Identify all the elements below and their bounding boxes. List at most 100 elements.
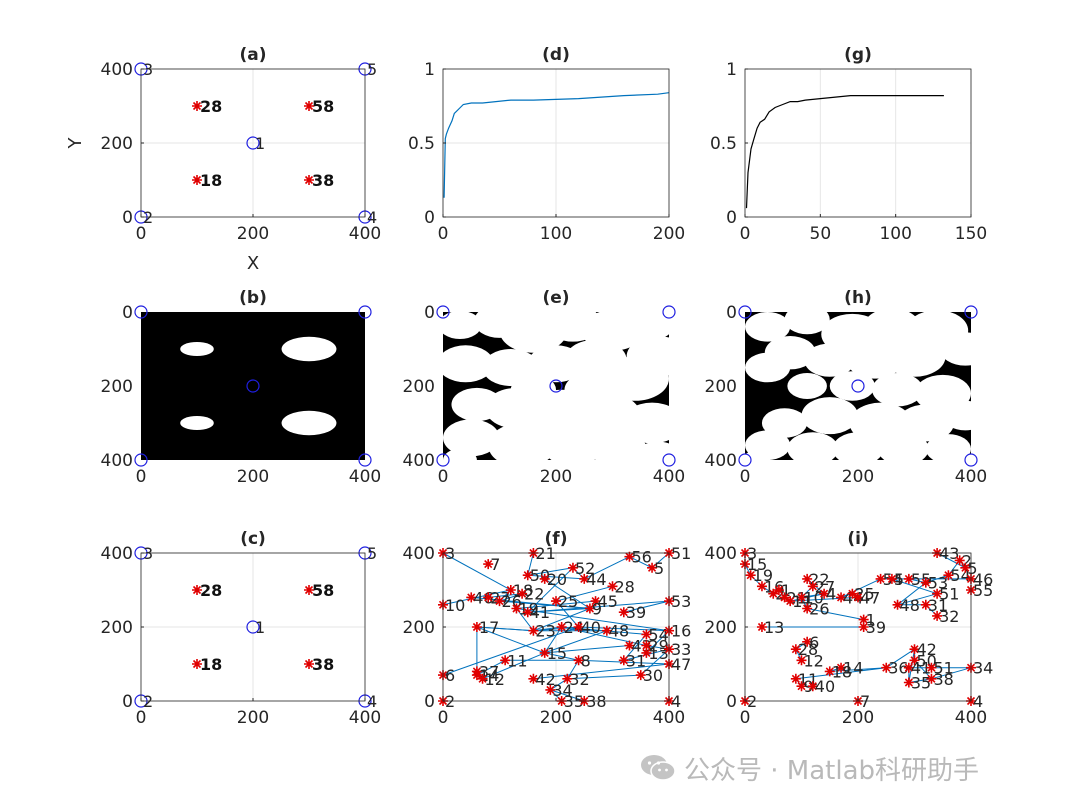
node-label: 13 <box>764 618 784 637</box>
tick-label-x: 0 <box>438 708 449 728</box>
tick-label-x: 0 <box>740 224 751 244</box>
white-region <box>745 312 791 342</box>
node-circle <box>738 305 752 319</box>
node-star <box>522 607 533 618</box>
node-label: 14 <box>843 659 863 678</box>
node-circle <box>662 305 676 319</box>
node-star <box>618 655 629 666</box>
white-region <box>564 373 616 407</box>
white-region <box>846 341 904 379</box>
node-label: 12 <box>485 670 505 689</box>
node-label: 10 <box>804 588 824 607</box>
node-label: 48 <box>900 596 920 615</box>
tick-label-x: 200 <box>237 708 269 728</box>
white-region <box>761 408 808 438</box>
node-star <box>500 655 511 666</box>
node-label: 5 <box>367 60 377 79</box>
node-star <box>624 640 635 651</box>
node-star <box>920 599 931 610</box>
tick-label-y: 200 <box>101 134 133 154</box>
node-circle <box>436 305 450 319</box>
node-label: 28 <box>798 640 818 659</box>
tick-label-x: 0 <box>136 467 147 487</box>
white-region <box>801 397 858 435</box>
node-label: 36 <box>888 659 908 678</box>
tick-label-x: 200 <box>237 467 269 487</box>
node-star <box>471 670 482 681</box>
node-label: 1 <box>255 618 265 637</box>
node-circle <box>851 379 865 393</box>
node-label: 18 <box>832 662 852 681</box>
node-circle <box>964 305 978 319</box>
node-label: 53 <box>928 574 948 593</box>
edge-line <box>527 567 574 613</box>
node-star <box>745 570 756 581</box>
edge-line <box>499 593 523 602</box>
node-star <box>641 640 652 651</box>
node-label: 23 <box>535 622 555 641</box>
node-star <box>903 573 914 584</box>
tick-label-x: 400 <box>349 708 381 728</box>
node-label: 19 <box>518 600 538 619</box>
edge-line <box>527 600 670 613</box>
node-label: 5 <box>967 559 977 578</box>
tick-label-y: 200 <box>101 377 133 397</box>
node-star <box>624 551 635 562</box>
node-star <box>847 588 858 599</box>
tick-label-y: 200 <box>705 377 737 397</box>
tick-label-y: 400 <box>101 544 133 564</box>
node-star <box>943 570 954 581</box>
node-label: 13 <box>648 644 668 663</box>
tick-label-x: 0 <box>136 708 147 728</box>
node-star <box>756 581 767 592</box>
white-region <box>872 373 923 407</box>
node-label: 52 <box>575 559 595 578</box>
node-star <box>471 622 482 632</box>
node-circle <box>246 136 260 150</box>
node-star <box>807 681 818 692</box>
panel-title: (g) <box>844 45 872 65</box>
node-circle <box>358 453 372 467</box>
white-region <box>443 312 482 340</box>
tick-label-x: 400 <box>349 467 381 487</box>
white-region <box>877 432 929 460</box>
white-region <box>541 424 605 460</box>
tick-label-y: 400 <box>101 60 133 80</box>
node-label: 27 <box>490 588 510 607</box>
panel-title: (c) <box>240 529 266 549</box>
node-star <box>858 622 869 632</box>
node-label: 4 <box>826 585 836 604</box>
node-label: 40 <box>581 618 601 637</box>
tick-label-x: 0 <box>136 224 147 244</box>
tick-label-y: 200 <box>403 618 435 638</box>
white-region <box>804 343 856 377</box>
node-label: 3 <box>747 544 757 563</box>
node-label: 1 <box>866 611 876 630</box>
node-label: 53 <box>671 592 691 611</box>
white-region <box>945 450 971 460</box>
tick-label-x: 200 <box>237 224 269 244</box>
node-label: 4 <box>367 692 377 711</box>
node-label: 2 <box>143 208 153 227</box>
tick-label-x: 100 <box>540 224 572 244</box>
node-label: 39 <box>626 603 646 622</box>
node-star <box>926 673 937 684</box>
node-star <box>796 681 807 692</box>
node-label: 34 <box>552 681 572 700</box>
node-label: 17 <box>479 618 499 637</box>
tick-label-y: 200 <box>705 618 737 638</box>
edge-line <box>885 648 915 669</box>
white-region <box>939 332 971 366</box>
tick-label-y: 400 <box>403 544 435 564</box>
node-label: 26 <box>809 600 829 619</box>
node-star <box>551 596 561 607</box>
node-label: 5 <box>367 544 377 563</box>
tick-label-x: 200 <box>540 708 572 728</box>
node-label: 8 <box>581 651 591 670</box>
tick-label-y: 0.5 <box>710 134 737 154</box>
tick-label-y: 0 <box>122 303 133 323</box>
white-region <box>897 404 955 442</box>
node-star <box>573 655 584 666</box>
white-region <box>443 345 494 383</box>
node-label: 22 <box>524 585 544 604</box>
